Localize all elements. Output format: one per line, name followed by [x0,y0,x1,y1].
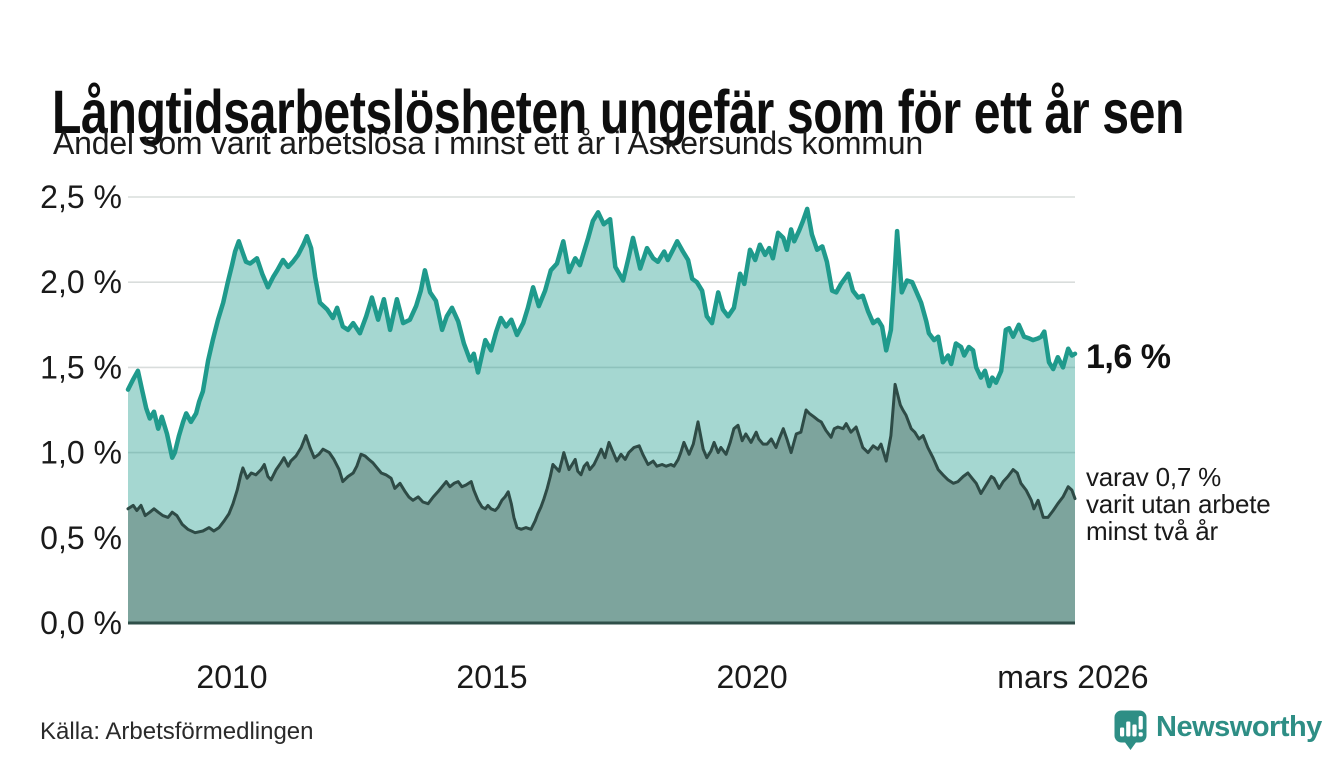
y-tick-label: 1,5 % [40,349,122,385]
annotation-secondary-series: varav 0,7 % varit utan arbete minst två … [1086,464,1271,545]
page-title: Långtidsarbetslösheten ungefär som för e… [52,77,1185,146]
y-tick-label: 2,0 % [40,264,122,300]
newsworthy-logo: Newsworthy [1114,710,1322,755]
series-two-years-line [126,382,1077,535]
annotation-secondary-line1: varav 0,7 % [1086,462,1222,492]
x-tick-label: 2015 [456,659,527,695]
chart-subtitle: Andel som varit arbetslösa i minst ett å… [53,125,923,161]
annotation-latest-total: 1,6 % [1086,338,1171,376]
x-tick-label: mars 2026 [997,659,1148,695]
series-total-line [125,206,1078,460]
y-tick-label: 1,0 % [40,435,122,471]
x-tick-label: 2020 [717,659,788,695]
y-tick-label: 0,5 % [40,520,122,556]
newsworthy-bubble-chart-icon [1114,710,1147,755]
annotation-secondary-line2: varit utan arbete [1086,489,1271,519]
y-tick-label: 0,0 % [40,605,122,641]
newsworthy-wordmark: Newsworthy [1156,711,1322,743]
y-tick-label: 2,5 % [40,179,122,215]
source-note: Källa: Arbetsförmedlingen [40,718,314,745]
x-tick-label: 2010 [196,659,267,695]
series-two-years-area [128,384,1075,623]
annotation-secondary-line3: minst två år [1086,516,1218,546]
